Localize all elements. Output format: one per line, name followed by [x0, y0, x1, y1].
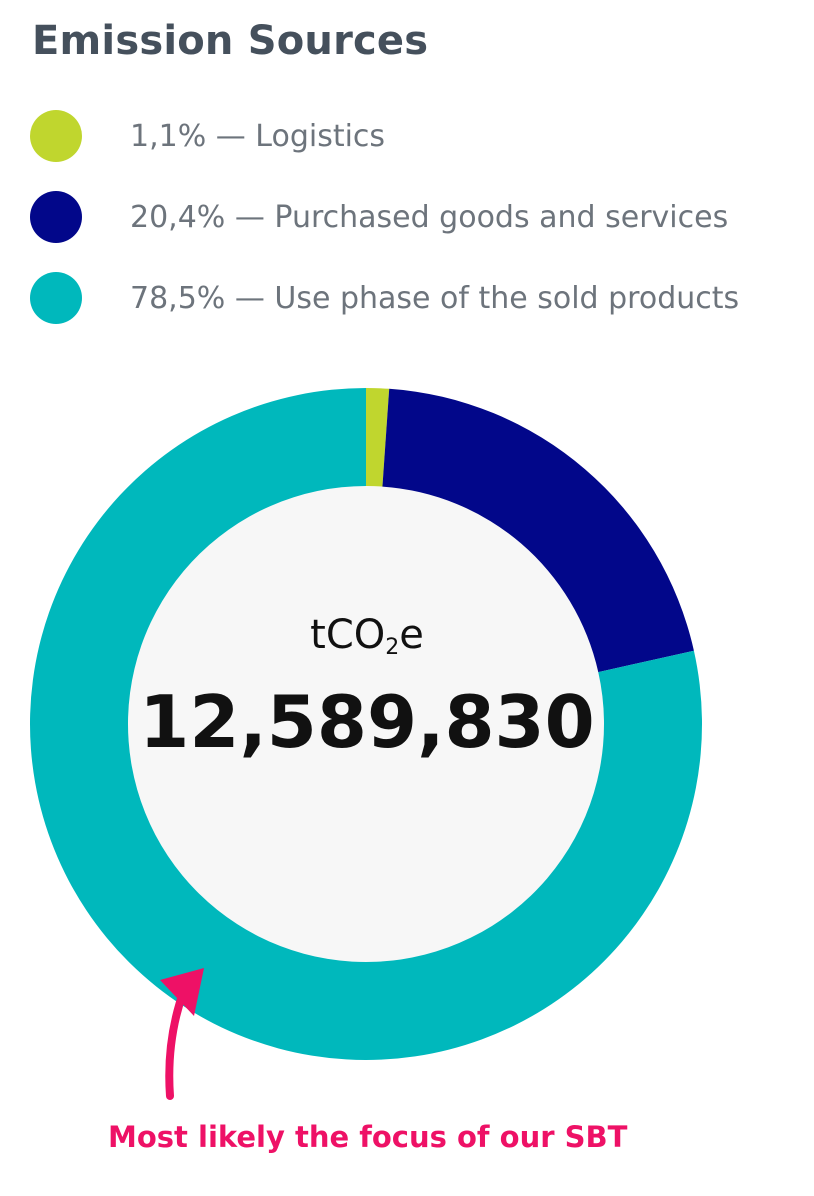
- donut-center-background: [128, 486, 604, 962]
- legend-dot-icon: [30, 272, 82, 324]
- donut-slice-logistics: [366, 388, 390, 487]
- legend-dot-icon: [30, 191, 82, 243]
- center-unit-label: tCO2e: [217, 612, 517, 660]
- unit-prefix: tCO: [310, 612, 386, 658]
- legend-item-use-phase: 78,5% — Use phase of the sold products: [30, 272, 739, 324]
- donut-chart: tCO2e 12,589,830: [0, 340, 814, 1196]
- legend: 1,1% — Logistics 20,4% — Purchased goods…: [30, 110, 739, 353]
- unit-suffix: e: [399, 612, 424, 658]
- annotation-text: Most likely the focus of our SBT: [108, 1120, 628, 1154]
- arrow-up-icon: [160, 968, 204, 1016]
- unit-subscript: 2: [385, 635, 400, 660]
- donut-slice-purchased-goods-and-services: [382, 388, 694, 673]
- legend-item-logistics: 1,1% — Logistics: [30, 110, 739, 162]
- center-total-value: 12,589,830: [139, 680, 595, 764]
- legend-label: 78,5% — Use phase of the sold products: [130, 280, 740, 316]
- donut-chart-svg: [29, 388, 702, 1100]
- legend-dot-icon: [30, 110, 82, 162]
- legend-label: 20,4% — Purchased goods and services: [130, 199, 729, 235]
- legend-item-purchased-goods: 20,4% — Purchased goods and services: [30, 191, 739, 243]
- legend-label: 1,1% — Logistics: [130, 118, 386, 154]
- arrow-up-icon-shaft: [165, 986, 188, 1100]
- chart-title: Emission Sources: [32, 18, 429, 64]
